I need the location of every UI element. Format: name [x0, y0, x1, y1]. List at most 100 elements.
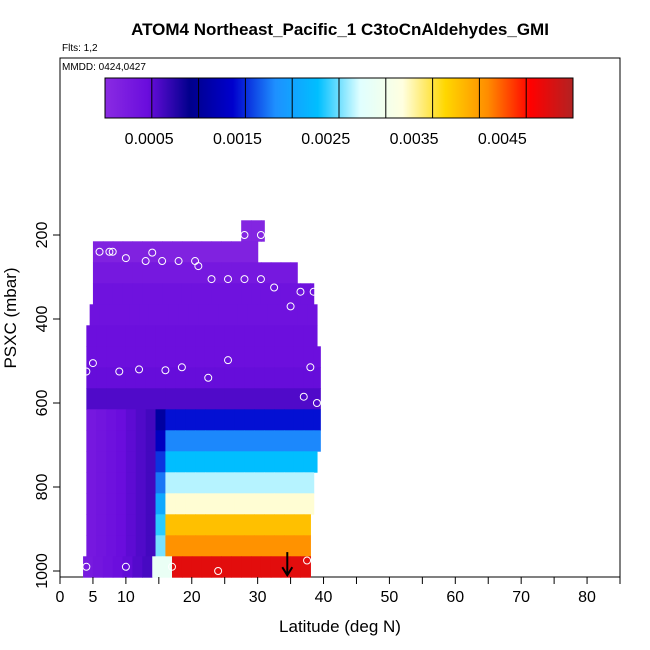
sample-point: [240, 275, 249, 284]
y-axis-label: PSXC (mbar): [1, 267, 20, 368]
heatmap-cell: [92, 283, 104, 305]
heatmap-cell: [175, 535, 186, 557]
heatmap-cell: [92, 262, 104, 284]
heatmap-cell: [135, 493, 147, 515]
heatmap-cell: [165, 451, 176, 473]
heatmap-cell: [251, 220, 262, 242]
heatmap-cell: [264, 472, 275, 494]
heatmap-cell: [274, 493, 285, 515]
sample-point: [299, 392, 308, 401]
heatmap-cell: [155, 514, 167, 536]
heatmap-cell: [303, 388, 315, 410]
x-tick-label: 70: [512, 589, 530, 606]
heatmap-cell: [119, 304, 130, 326]
heatmap-cell: [165, 535, 176, 557]
heatmap-cell: [102, 262, 114, 284]
heatmap-cell: [175, 367, 186, 389]
heatmap-cell: [132, 262, 143, 284]
heatmap-cell: [204, 325, 216, 347]
heatmap-cell: [241, 283, 252, 305]
heatmap-cell: [214, 430, 226, 452]
heatmap-cell: [96, 430, 107, 452]
heatmap-cell: [293, 451, 305, 473]
y-tick-label: 400: [34, 306, 51, 333]
heatmap-cell: [125, 367, 137, 389]
heatmap-cell: [175, 472, 186, 494]
heatmap-cell: [274, 472, 285, 494]
heatmap-cell: [135, 367, 147, 389]
heatmap-cell: [274, 325, 285, 347]
heatmap-cell: [284, 367, 295, 389]
heatmap-cell: [211, 241, 223, 263]
heatmap-cell: [175, 388, 186, 410]
heatmap-cell: [125, 451, 137, 473]
heatmap-cell: [181, 241, 193, 263]
heatmap-cell: [234, 514, 246, 536]
heatmap-cell: [284, 409, 295, 431]
heatmap-cell: [185, 325, 196, 347]
heatmap-cell: [165, 409, 176, 431]
sample-point: [256, 231, 265, 239]
heatmap-cell: [122, 241, 134, 263]
heatmap-cell: [270, 556, 282, 578]
heatmap-cell: [185, 409, 196, 431]
sample-point: [168, 562, 176, 571]
heatmap-cell: [224, 409, 236, 431]
heatmap-cell: [303, 472, 315, 494]
heatmap-cell: [175, 451, 186, 473]
heatmap-cell: [96, 472, 107, 494]
heatmap-cell: [102, 283, 114, 305]
heatmap-cell: [214, 388, 226, 410]
heatmap-cells: [83, 220, 321, 578]
heatmap-cell: [165, 430, 176, 452]
heatmap-cell: [145, 367, 157, 389]
heatmap-cell: [293, 535, 305, 557]
heatmap-cell: [175, 346, 186, 368]
heatmap-cell: [224, 388, 236, 410]
x-tick-label: 30: [249, 589, 267, 606]
heatmap-cell: [251, 241, 259, 263]
heatmap-cell: [244, 409, 255, 431]
heatmap-cell: [89, 304, 101, 326]
heatmap-cell: [155, 388, 167, 410]
heatmap-cell: [155, 451, 167, 473]
heatmap-cell: [135, 535, 147, 557]
heatmap-cell: [112, 556, 124, 578]
heatmap-cell: [310, 283, 315, 305]
heatmap-cell: [145, 409, 157, 431]
heatmap-cell: [155, 493, 167, 515]
heatmap-cell: [99, 304, 111, 326]
heatmap-cell: [175, 325, 186, 347]
heatmap-cell: [172, 556, 183, 578]
heatmap-cell: [293, 325, 305, 347]
heatmap-cell: [106, 409, 117, 431]
heatmap-cell: [152, 262, 163, 284]
heatmap-cell: [284, 493, 295, 515]
heatmap-cell: [307, 304, 318, 326]
heatmap-cell: [155, 325, 167, 347]
heatmap-cell: [274, 388, 285, 410]
heatmap-cell: [96, 388, 107, 410]
sample-point: [121, 562, 130, 571]
heatmap-cell: [254, 325, 265, 347]
heatmap-cell: [264, 367, 275, 389]
heatmap-cell: [211, 556, 223, 578]
x-tick-label: 10: [117, 589, 135, 606]
heatmap-cell: [148, 304, 160, 326]
heatmap-cell: [221, 556, 232, 578]
heatmap-cell: [274, 346, 285, 368]
heatmap-cell: [165, 514, 176, 536]
heatmap-cell: [251, 556, 262, 578]
heatmap-cell: [116, 430, 127, 452]
heatmap-cell: [274, 430, 285, 452]
heatmap-cell: [155, 430, 167, 452]
heatmap-cell: [254, 409, 265, 431]
heatmap-cell: [264, 409, 275, 431]
sample-point: [286, 302, 295, 311]
sample-point: [194, 262, 203, 271]
heatmap-cell: [175, 493, 186, 515]
colorbar-tick-label: 0.0005: [125, 131, 174, 148]
heatmap-cell: [139, 304, 150, 326]
latitude-marker-arrow: [281, 552, 294, 578]
heatmap-cell: [284, 325, 295, 347]
